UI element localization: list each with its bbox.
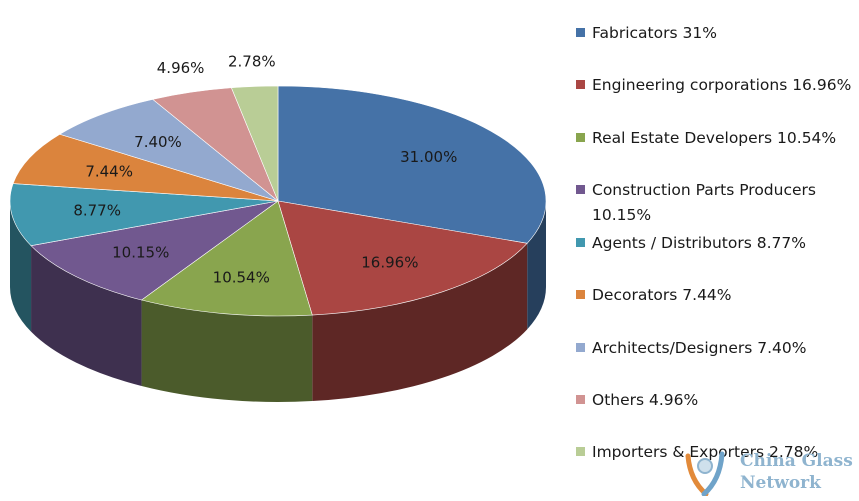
data-label: 7.40% [134, 133, 182, 151]
data-label: 2.78% [228, 53, 276, 71]
slice-side [527, 201, 546, 330]
watermark-line1: China Glass [740, 451, 853, 471]
watermark: China Glass Network [682, 446, 857, 498]
china-glass-logo-icon [685, 451, 725, 496]
slice-labels: 31.00% 16.96% 10.54% 10.15% 8.77% 7.44%7.40% 4… [73, 53, 457, 287]
pie-slice [30, 200, 279, 301]
slice-side [141, 299, 313, 402]
slice-side [312, 243, 528, 402]
pie-slice [59, 99, 279, 202]
data-label: 8.77% [73, 202, 121, 220]
pie-slice [12, 133, 279, 202]
data-label: 10.54% [213, 269, 270, 287]
pie-tops [9, 85, 547, 317]
slice-side [10, 201, 32, 332]
pie-slice [230, 85, 279, 202]
data-label: 31.00% [400, 148, 457, 166]
data-label: 16.96% [361, 254, 418, 272]
pie-slice [277, 200, 528, 316]
watermark-line2: Network [740, 473, 821, 493]
pie-slice [277, 85, 547, 244]
data-label: 4.96% [157, 59, 205, 77]
data-label: 10.15% [112, 243, 169, 261]
pie-slice [9, 183, 279, 246]
slice-side [31, 245, 142, 386]
pie-slice [140, 200, 313, 317]
data-label: 7.44% [85, 163, 133, 181]
pie-sides [10, 201, 546, 402]
